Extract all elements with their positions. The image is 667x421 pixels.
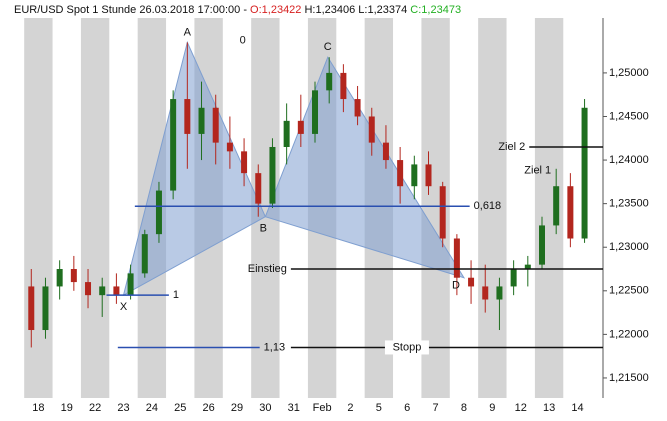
candle-body	[241, 151, 248, 174]
candle-body	[397, 160, 404, 187]
x-tick-label: 5	[376, 402, 382, 414]
candle-body	[382, 142, 389, 161]
candle-body	[581, 107, 588, 239]
candle-body	[326, 72, 333, 91]
candle-body	[85, 282, 92, 296]
x-tick-label: 9	[489, 402, 495, 414]
candle-body	[226, 142, 233, 152]
x-tick-label: 13	[543, 402, 555, 414]
header-part: EUR/USD Spot 1 Stunde 26.03.2018 17:00:0…	[14, 4, 250, 16]
x-tick-label: Feb	[313, 402, 332, 414]
header-part: H:1,23406 L:1,23374	[301, 4, 410, 16]
level-label: Einstieg	[248, 263, 287, 275]
candle-body	[42, 286, 49, 331]
x-tick-label: 14	[571, 402, 583, 414]
candle-body	[468, 277, 475, 287]
candle-body	[255, 173, 262, 204]
candle-body	[28, 286, 35, 331]
candle-body	[496, 286, 503, 300]
candle-body	[553, 186, 560, 226]
level-label: Stopp	[393, 341, 422, 353]
x-tick-label: 26	[202, 402, 214, 414]
y-tick-label: 1,21500	[609, 372, 649, 384]
candle-body	[439, 186, 446, 239]
x-tick-label: 29	[231, 402, 243, 414]
y-tick-label: 1,22500	[609, 285, 649, 297]
candle-body	[198, 107, 205, 134]
candle-body	[340, 72, 347, 100]
pattern-label: C	[324, 41, 332, 53]
x-tick-label: 31	[288, 402, 300, 414]
label-bg	[384, 340, 429, 355]
chart-header: EUR/USD Spot 1 Stunde 26.03.2018 17:00:0…	[14, 4, 461, 16]
candle-body	[411, 164, 418, 187]
pattern-label: D	[452, 280, 460, 292]
x-tick-label: 18	[32, 402, 44, 414]
candle-body	[127, 273, 134, 296]
y-tick-label: 1,23000	[609, 241, 649, 253]
candle-body	[141, 234, 148, 274]
y-tick-label: 1,22000	[609, 328, 649, 340]
candle-body	[70, 269, 77, 283]
candle-body	[297, 120, 304, 134]
x-tick-label: 24	[146, 402, 158, 414]
candle-body	[184, 99, 191, 134]
day-band	[24, 18, 53, 398]
candle-body	[538, 225, 545, 265]
x-tick-label: 23	[117, 402, 129, 414]
candle-body	[212, 107, 219, 143]
candle-body	[482, 286, 489, 300]
x-tick-label: 2	[347, 402, 353, 414]
level-label: 0,618	[474, 200, 502, 212]
header-part: O:1,23422	[250, 4, 301, 16]
y-tick-label: 1,24500	[609, 110, 649, 122]
level-label: Ziel 2	[498, 141, 525, 153]
x-tick-label: 25	[174, 402, 186, 414]
candle-body	[567, 186, 574, 239]
day-band	[478, 18, 507, 398]
y-tick-label: 1,23500	[609, 198, 649, 210]
candle-body	[170, 99, 177, 191]
candle-body	[524, 264, 531, 270]
x-tick-label: 30	[259, 402, 271, 414]
x-tick-label: 6	[404, 402, 410, 414]
candle-body	[269, 146, 276, 204]
x-tick-label: 8	[461, 402, 467, 414]
candle-body	[155, 190, 162, 235]
x-tick-label: 22	[89, 402, 101, 414]
pattern-label: X	[120, 301, 128, 313]
annotation: 0	[240, 35, 246, 47]
candle-body	[56, 269, 63, 287]
candle-body	[453, 238, 460, 278]
candle-body	[354, 99, 361, 117]
y-tick-label: 1,25000	[609, 67, 649, 79]
level-label: 1,13	[264, 341, 285, 353]
day-band	[80, 18, 110, 398]
candle-body	[99, 286, 106, 296]
x-tick-label: 19	[61, 402, 73, 414]
candle-body	[283, 120, 290, 147]
annotation: Ziel 1	[524, 164, 551, 176]
candle-body	[113, 286, 120, 296]
level-label: 1	[173, 289, 179, 301]
candle-body	[312, 90, 319, 134]
pattern-label: A	[184, 26, 192, 38]
candle-body	[510, 269, 517, 287]
y-tick-label: 1,24000	[609, 154, 649, 166]
pattern-label: B	[260, 223, 267, 235]
candle-body	[368, 116, 375, 143]
candle-body	[425, 164, 432, 187]
x-tick-label: 12	[515, 402, 527, 414]
x-tick-label: 7	[433, 402, 439, 414]
header-part: C:1,23473	[410, 4, 461, 16]
